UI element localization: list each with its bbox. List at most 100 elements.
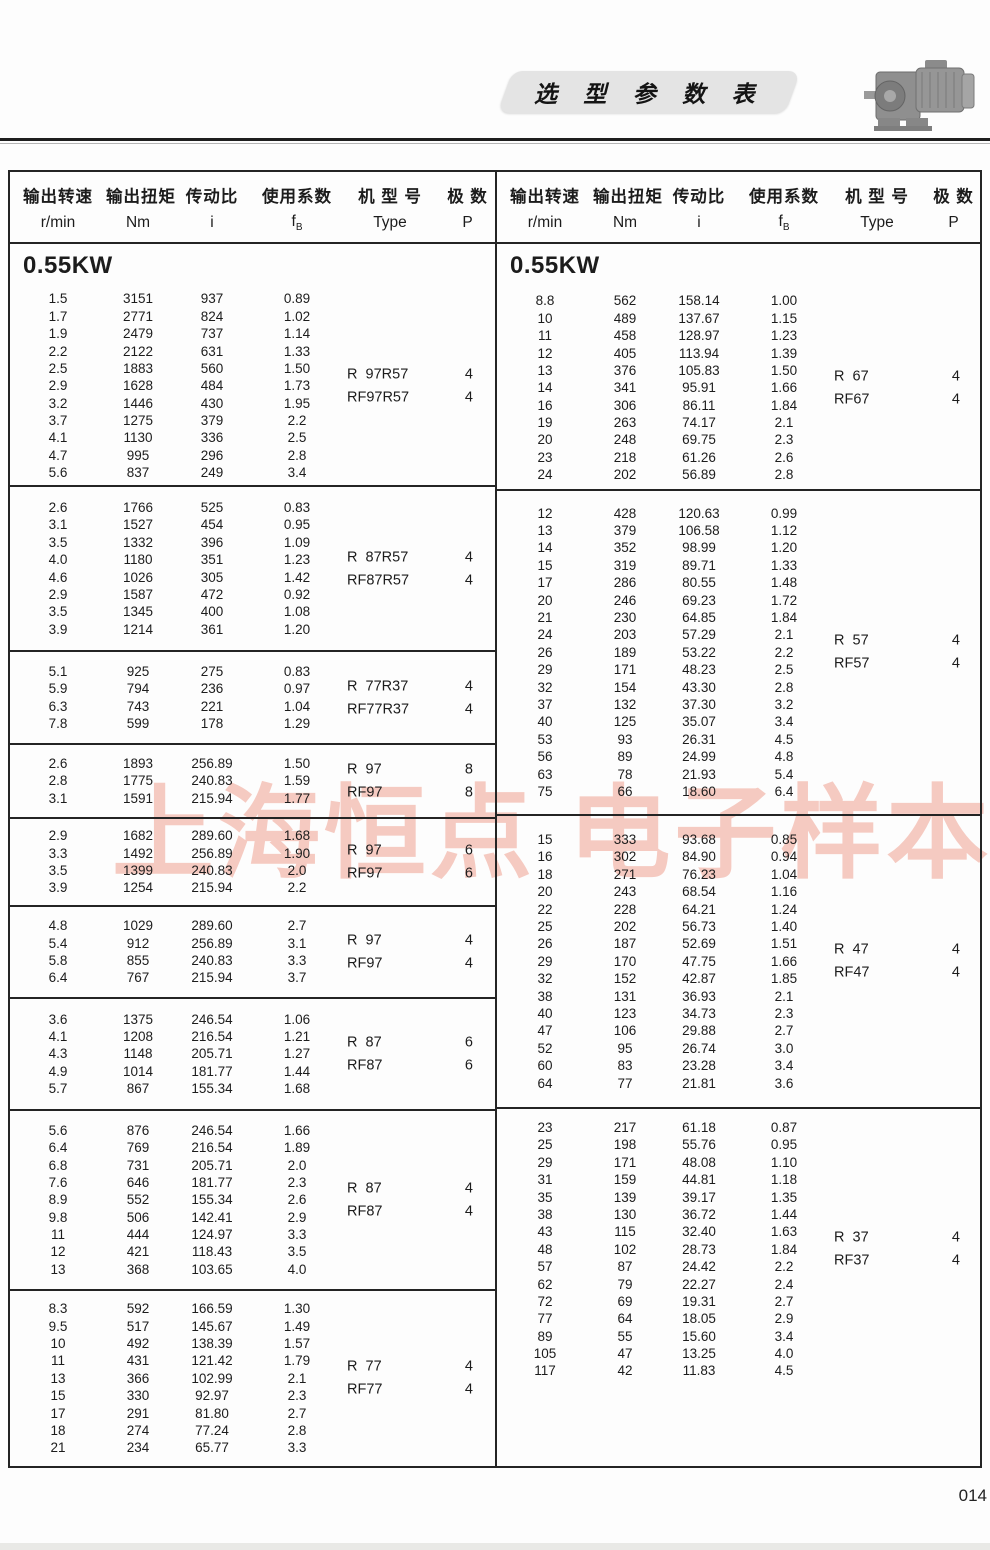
cell-value: 1.12	[770, 523, 798, 539]
type-label-row: R 57 4	[834, 633, 960, 649]
table-row: 4.9 1014 181.77 1.44	[10, 1063, 495, 1080]
cell-value: 1.84	[770, 1241, 798, 1257]
cell-value: 7.8	[48, 715, 68, 731]
cell-value: 2.6	[48, 755, 68, 771]
table-row: 21 234 65.77 3.3	[10, 1439, 495, 1456]
cell-value: 65.77	[195, 1440, 229, 1456]
cell-value: 21	[537, 610, 553, 626]
cell-value: 8.9	[48, 1192, 68, 1208]
cell-value: 83	[617, 1058, 633, 1074]
cell-value: 230	[613, 610, 637, 626]
cell-value: 77	[617, 1075, 633, 1091]
table-row: 105 47 13.25 4.0	[497, 1345, 980, 1362]
cell-value: 454	[200, 517, 224, 533]
table-row: 25 202 56.73 1.40	[497, 918, 980, 935]
cell-value: 274	[126, 1422, 150, 1438]
block-rows: 2.6 1766 525 0.83 3.1 1527 454 0.95 3.5 1332 396 1.…	[10, 499, 495, 638]
cell-value: 769	[126, 1140, 150, 1156]
cell-value: 187	[613, 936, 637, 952]
cell-value: 330	[126, 1388, 150, 1404]
cell-value: 2.4	[774, 1276, 794, 1292]
header-labels-row: 输出转速 输出扭矩 传动比 使用系数 机 型 号 极 数	[10, 180, 495, 210]
cell-value: 3.1	[48, 790, 68, 806]
pole-count: 4	[951, 632, 960, 649]
table-row: 19 263 74.17 2.1	[497, 414, 980, 431]
fb-sub: B	[782, 222, 790, 234]
cell-value: 63	[537, 766, 553, 782]
table-row: 3.5 1399 240.83 2.0	[10, 862, 495, 879]
table-row: 21 230 64.85 1.84	[497, 609, 980, 626]
cell-value: 306	[613, 397, 637, 413]
type-labels: R 67 4 RF67 4	[834, 368, 960, 407]
cell-value: 216.54	[191, 1140, 233, 1156]
cell-value: 7.6	[48, 1174, 68, 1190]
cell-value: 6.4	[48, 970, 68, 986]
cell-value: 1.02	[283, 308, 311, 324]
type-labels: R 87 6 RF87 6	[347, 1034, 473, 1073]
table-row: 8.8 562 158.14 1.00	[497, 292, 980, 309]
table-row: 89 55 15.60 3.4	[497, 1328, 980, 1345]
block-rows: 3.6 1375 246.54 1.06 4.1 1208 216.54 1.21 4.3 114…	[10, 1011, 495, 1098]
cell-value: 89	[617, 749, 633, 765]
cell-value: 2.2	[774, 644, 794, 660]
table-row: 40 125 35.07 3.4	[497, 713, 980, 730]
type-label: RF37	[834, 1252, 870, 1269]
cell-value: 47.75	[682, 953, 716, 969]
cell-value: 3.2	[774, 696, 794, 712]
cell-value: 256.89	[191, 755, 233, 771]
table-row: 12 405 113.94 1.39	[497, 345, 980, 362]
block-rows: 8.8 562 158.14 1.00 10 489 137.67 1.15 11 458 128.…	[497, 292, 980, 483]
cell-value: 249	[200, 465, 224, 481]
table-row: 5.9 794 236 0.97	[10, 680, 495, 697]
cell-value: 0.83	[283, 663, 311, 679]
type-label-row: R 97 4	[347, 933, 473, 949]
cell-value: 86.11	[682, 397, 716, 413]
cell-value: 24.99	[682, 749, 716, 765]
cell-value: 170	[613, 953, 637, 969]
cell-value: 1.66	[770, 953, 798, 969]
pole-count: 4	[464, 389, 473, 406]
cell-value: 405	[613, 345, 637, 361]
cell-value: 1682	[122, 828, 154, 844]
type-label: R 87	[347, 1034, 382, 1051]
cell-value: 2.0	[287, 863, 307, 878]
cell-value: 1214	[122, 621, 154, 637]
cell-value: 113.94	[678, 345, 720, 361]
cell-value: 1.63	[770, 1224, 798, 1240]
cell-value: 62	[537, 1276, 553, 1292]
table-row: 9.5 517 145.67 1.49	[10, 1318, 495, 1335]
pole-count: 4	[951, 941, 960, 958]
cell-value: 40	[537, 1005, 553, 1021]
cell-value: 42.87	[682, 971, 716, 987]
cell-value: 4.7	[48, 447, 68, 463]
cell-value: 139	[613, 1189, 637, 1205]
cell-value: 9.5	[48, 1318, 68, 1334]
table-row: 12 421 118.43 3.5	[10, 1243, 495, 1260]
cell-value: 89	[537, 1328, 553, 1344]
cell-value: 48.23	[682, 662, 716, 678]
table-row: 72 69 19.31 2.7	[497, 1293, 980, 1310]
cell-value: 215.94	[191, 790, 233, 806]
table-row: 2.9 1682 289.60 1.68	[10, 827, 495, 844]
cell-value: 2.2	[287, 413, 307, 429]
cell-value: 4.5	[774, 1363, 794, 1379]
table-row: 6.4 769 216.54 1.89	[10, 1139, 495, 1156]
bottom-strip	[0, 1543, 990, 1550]
cell-value: 14	[537, 540, 553, 556]
cell-value: 198	[613, 1137, 637, 1153]
cell-value: 14	[537, 380, 553, 396]
cell-value: 1.66	[283, 1122, 311, 1138]
cell-value: 1.23	[283, 552, 311, 568]
cell-value: 1492	[122, 845, 154, 861]
cell-value: 24	[537, 627, 553, 643]
table-row: 5.7 867 155.34 1.68	[10, 1080, 495, 1097]
cell-value: 1.50	[283, 360, 311, 376]
cell-value: 4.0	[774, 1346, 794, 1362]
table-row: 29 170 47.75 1.66	[497, 953, 980, 970]
cell-value: 1.48	[770, 575, 798, 591]
type-label: R 97R57	[347, 366, 409, 383]
cell-value: 1399	[122, 863, 154, 878]
cell-value: 18	[50, 1422, 66, 1438]
cell-value: 731	[126, 1157, 150, 1173]
cell-value: 1.84	[770, 397, 798, 413]
